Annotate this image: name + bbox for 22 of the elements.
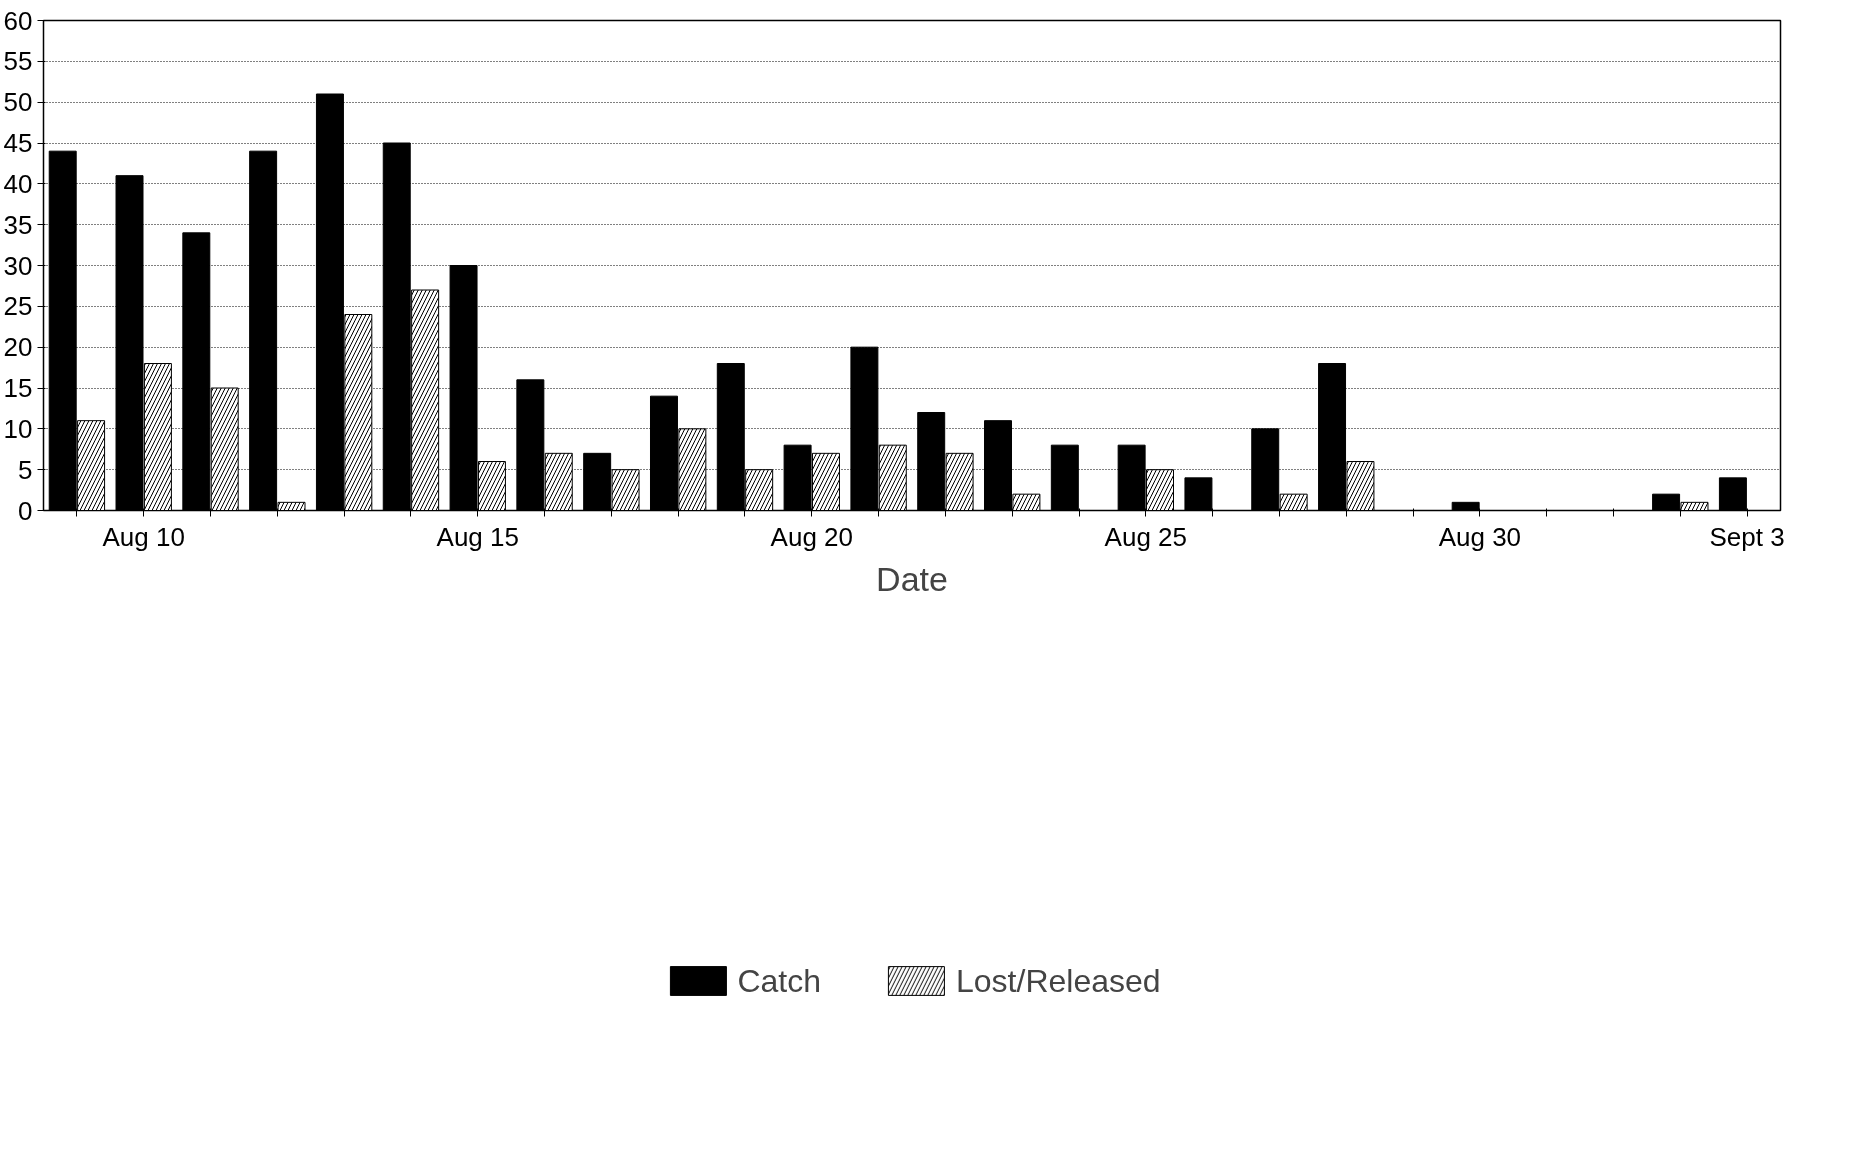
x-tick-label: Aug 20	[770, 521, 853, 552]
y-tick-label: 30	[3, 250, 33, 281]
y-tick-label: 60	[3, 5, 33, 36]
y-tick-label: 50	[3, 87, 33, 118]
y-tick-label: 20	[3, 332, 33, 363]
x-tick-label: Aug 25	[1104, 521, 1188, 552]
y-tick-label: 15	[3, 373, 33, 403]
x-tick-label: Aug 10	[102, 521, 185, 552]
x-axis-title: Date	[876, 559, 948, 598]
y-tick-label: 40	[3, 168, 33, 199]
y-tick-label: 45	[3, 128, 33, 158]
y-tick-label: 25	[3, 291, 33, 322]
x-tick-label: Sept 3	[1709, 521, 1785, 552]
y-tick-label: 0	[18, 495, 33, 526]
x-tick-label: Aug 15	[436, 521, 519, 552]
x-tick-label: Aug 30	[1438, 521, 1522, 552]
y-tick-label: 35	[3, 209, 33, 240]
y-tick-label: 55	[3, 46, 33, 77]
y-tick-label: 5	[18, 454, 33, 485]
legend-label: Catch	[737, 962, 822, 1000]
text: Lost/Released	[956, 962, 1161, 1000]
y-tick-label: 10	[3, 413, 33, 444]
